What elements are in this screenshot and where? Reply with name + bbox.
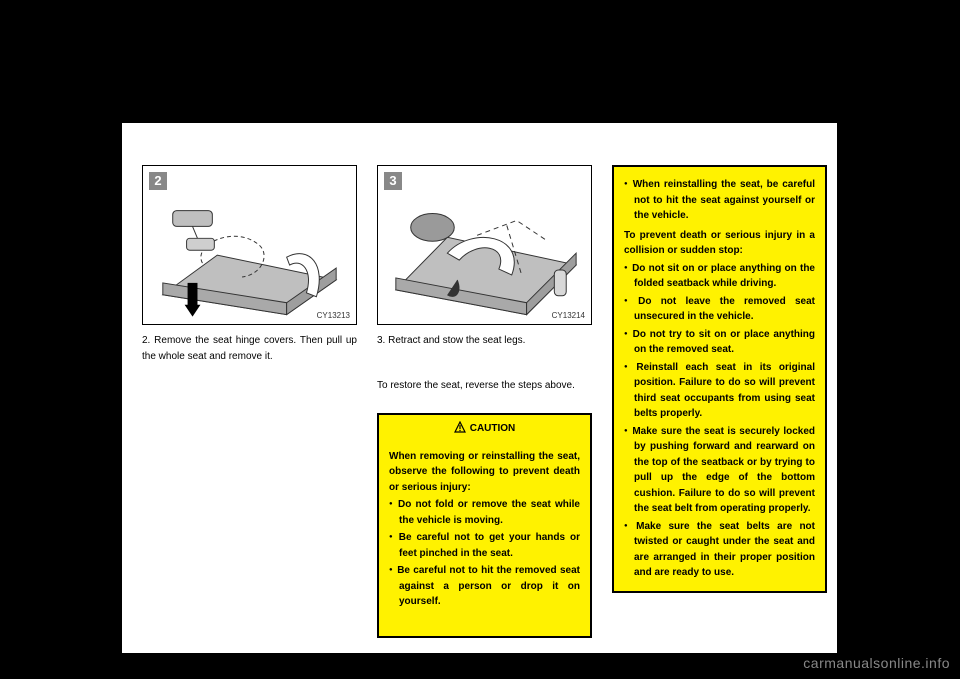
figure-step-2: 2 CY13213 [142,165,357,325]
figure-number-badge: 3 [384,172,402,190]
caution-body-right: When reinstalling the seat, be careful n… [614,167,825,589]
caution-item: Do not sit on or place anything on the f… [624,261,815,292]
seat-illustration-2 [143,166,356,325]
caution-label: CAUTION [470,423,516,434]
caution-item: When reinstalling the seat, be careful n… [624,177,815,224]
figure-code: CY13214 [552,311,585,320]
figure-step-3: 3 CY13214 [377,165,592,325]
caution-body-left: When removing or reinstalling the seat, … [379,441,590,618]
figure-code: CY13213 [317,311,350,320]
caution-list-1: Do not fold or remove the seat while the… [389,497,580,610]
caution-list-2b: Do not sit on or place anything on the f… [624,261,815,581]
caution-item: Be careful not to hit the removed seat a… [389,563,580,610]
figure-number-badge: 2 [149,172,167,190]
step-2-text: 2. Remove the seat hinge covers. Then pu… [142,333,357,364]
caution-list-2a: When reinstalling the seat, be careful n… [624,177,815,224]
caution-title: CAUTION [379,415,590,441]
caution-item: Do not leave the removed seat unsecured … [624,294,815,325]
caution-box-right: When reinstalling the seat, be careful n… [612,165,827,593]
step-3-text: 3. Retract and stow the seat legs. [377,333,592,349]
caution-mid-text: To prevent death or serious injury in a … [624,228,815,259]
caution-item: Do not try to sit on or place anything o… [624,327,815,358]
caution-intro: When removing or reinstalling the seat, … [389,449,580,496]
manual-page: 2 CY13213 3 CY13214 2. Remove the seat h… [122,123,837,653]
caution-item: Reinstall each seat in its original posi… [624,360,815,422]
caution-item: Make sure the seat belts are not twisted… [624,519,815,581]
caution-item: Make sure the seat is securely locked by… [624,424,815,517]
caution-item: Do not fold or remove the seat while the… [389,497,580,528]
caution-item: Be careful not to get your hands or feet… [389,530,580,561]
warning-icon [454,421,466,433]
restore-text: To restore the seat, reverse the steps a… [377,378,592,394]
seat-illustration-3 [378,166,591,325]
caution-box-left: CAUTION When removing or reinstalling th… [377,413,592,638]
watermark-text: carmanualsonline.info [803,655,950,671]
